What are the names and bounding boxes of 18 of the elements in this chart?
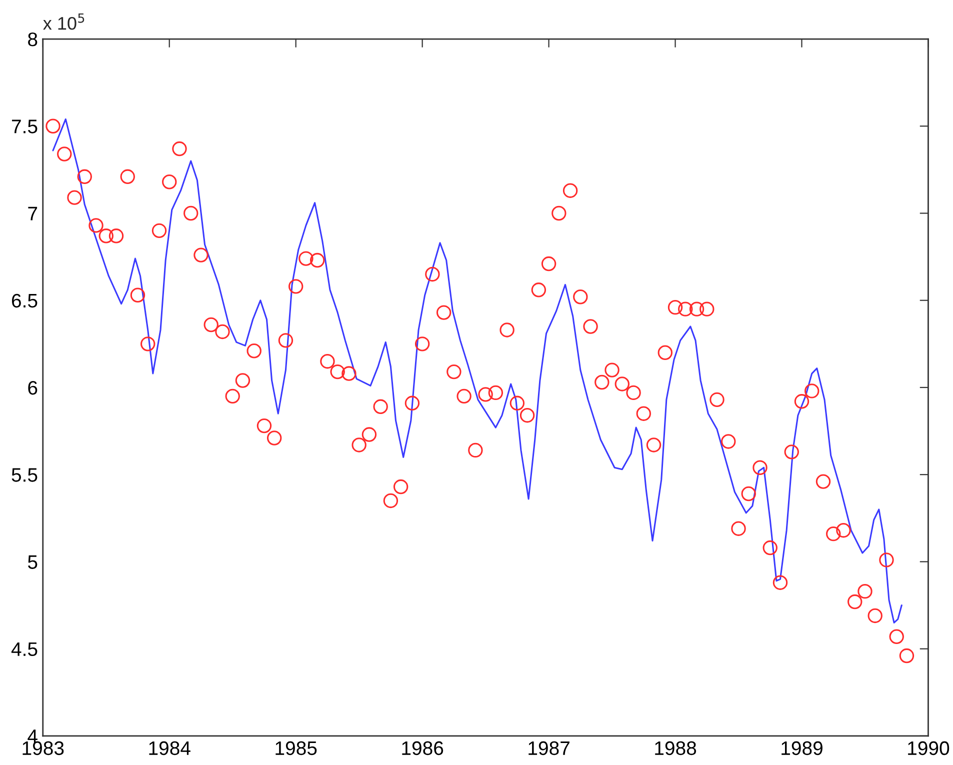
y-tick-label: 8 [28,32,38,46]
x-tick-label: 1983 [22,741,64,756]
y-tick-label: 6.5 [12,294,38,308]
y-tick-label: 5.5 [12,468,38,482]
y-tick-label: 7 [28,206,38,220]
x-tick-label: 1986 [402,741,444,756]
y-tick-label: 5 [28,555,38,569]
x-tick-label: 1987 [528,741,570,756]
x-tick-label: 1989 [782,741,822,756]
x-tick-label: 1985 [276,741,317,756]
text: x 10$^{5}$ [43,13,84,30]
x-tick-label: 1988 [655,741,696,756]
y-tick-label: 7.5 [12,120,38,134]
y-tick-label: 6 [28,380,38,395]
x-tick-label: 1990 [908,741,950,756]
x-tick-label: 1984 [149,741,190,756]
y-tick-label: 4 [28,730,38,743]
y-tick-label: 4.5 [11,642,38,656]
